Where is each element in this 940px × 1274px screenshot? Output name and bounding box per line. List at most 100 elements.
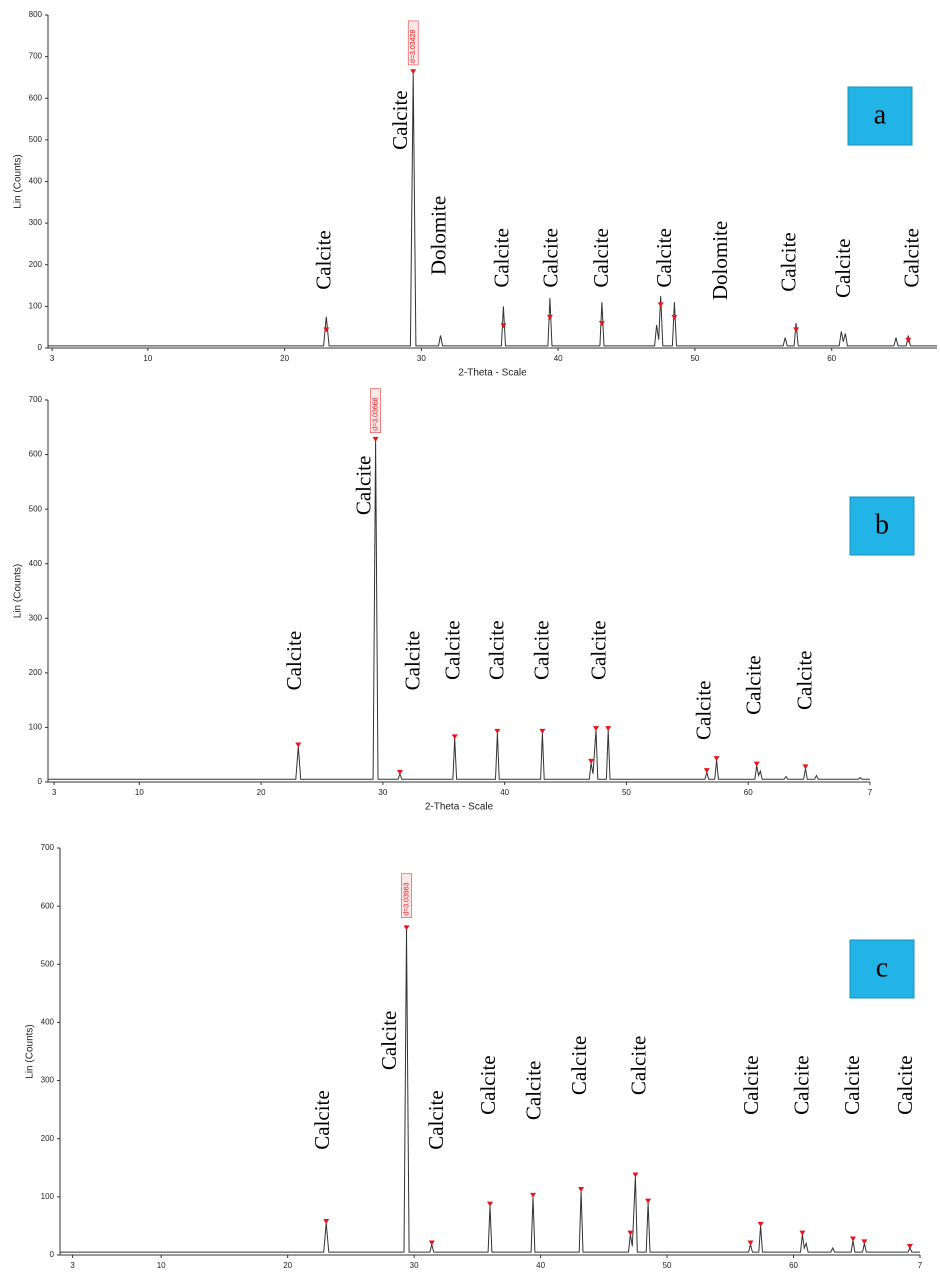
peak-marker <box>671 314 678 320</box>
x-tick-label: 10 <box>157 1261 166 1270</box>
phase-label: Calcite <box>489 228 513 287</box>
y-axis-title: Lin (Counts) <box>13 154 24 208</box>
peak-marker <box>802 764 809 770</box>
y-tick-label: 500 <box>29 135 43 144</box>
peak-marker <box>713 756 720 762</box>
x-tick-label: 50 <box>663 1261 672 1270</box>
phase-label: Calcite <box>741 655 765 714</box>
peak-marker <box>657 302 664 308</box>
peak-marker <box>451 734 458 740</box>
phase-label: Calcite <box>388 90 412 149</box>
phase-label: Dolomite <box>426 196 450 275</box>
peak-marker <box>295 742 302 748</box>
y-tick-label: 100 <box>29 301 43 310</box>
x-tick-label: 7 <box>918 1261 923 1270</box>
panel-letter: c <box>876 952 888 983</box>
phase-label: Calcite <box>893 1055 917 1114</box>
peak-marker <box>578 1187 585 1193</box>
peak-marker <box>753 761 760 767</box>
y-tick-label: 500 <box>29 504 43 513</box>
panel-letter: b <box>875 509 889 540</box>
x-tick-label: 20 <box>280 354 289 363</box>
phase-label: Calcite <box>476 1055 500 1114</box>
x-axis-title: 2-Theta - Scale <box>425 802 494 813</box>
y-tick-label: 700 <box>29 395 43 404</box>
peak-marker <box>323 327 330 333</box>
peak-marker <box>323 1219 330 1225</box>
y-tick-label: 400 <box>41 1018 55 1027</box>
peak-marker <box>861 1239 868 1245</box>
peak-label-box <box>401 873 412 919</box>
phase-label: Calcite <box>352 456 376 515</box>
x-axis-title: 2-Theta - Scale <box>458 368 527 379</box>
x-tick-label: 3 <box>70 1261 75 1270</box>
phase-label: Calcite <box>789 1055 813 1114</box>
phase-label: Calcite <box>521 1061 545 1120</box>
peak-marker <box>494 728 501 734</box>
y-tick-label: 300 <box>29 613 43 622</box>
peak-label: d=3.03428 <box>410 30 417 63</box>
peak-marker <box>403 925 410 931</box>
y-tick-label: 0 <box>50 1250 55 1259</box>
x-tick-label: 60 <box>744 788 753 797</box>
peak-label: d=3.03963 <box>403 882 410 915</box>
phase-label: Calcite <box>589 228 613 287</box>
x-tick-label: 30 <box>410 1261 419 1270</box>
panel-box <box>847 86 913 146</box>
y-tick-label: 600 <box>41 901 55 910</box>
panel-letter: a <box>874 99 887 130</box>
x-tick-label: 40 <box>536 1261 545 1270</box>
phase-label: Calcite <box>739 1055 763 1114</box>
peak-label-box <box>407 20 419 66</box>
peak-marker <box>757 1221 764 1227</box>
phase-label: Calcite <box>567 1036 591 1095</box>
xrd-trace <box>48 440 870 780</box>
y-tick-label: 700 <box>41 843 55 852</box>
peak-marker <box>703 768 710 774</box>
peak-marker <box>487 1201 493 1207</box>
x-tick-label: 40 <box>500 788 509 797</box>
x-tick-label: 60 <box>827 354 836 363</box>
phase-label: Calcite <box>626 1036 650 1095</box>
phase-label: Calcite <box>691 680 715 739</box>
phase-label: Calcite <box>400 631 424 690</box>
x-tick-label: 7 <box>868 788 873 797</box>
y-tick-label: 700 <box>29 52 43 61</box>
x-tick-label: 20 <box>283 1261 292 1270</box>
peak-marker <box>588 758 595 764</box>
xrd-trace <box>48 73 937 347</box>
y-tick-label: 100 <box>29 723 43 732</box>
peak-marker <box>906 1244 913 1250</box>
y-tick-label: 600 <box>29 450 43 459</box>
x-tick-label: 3 <box>50 354 55 363</box>
x-tick-label: 10 <box>143 354 152 363</box>
y-tick-label: 200 <box>41 1134 55 1143</box>
peak-marker <box>799 1230 806 1236</box>
peak-marker <box>905 337 912 343</box>
y-axis-title: Lin (Counts) <box>25 1024 36 1078</box>
phase-label: Calcite <box>310 1090 334 1149</box>
phase-label: Calcite <box>484 620 508 679</box>
x-tick-label: 30 <box>378 788 387 797</box>
y-tick-label: 0 <box>38 343 43 352</box>
y-tick-label: 100 <box>41 1192 55 1201</box>
peak-marker <box>747 1240 754 1246</box>
phase-label: Calcite <box>441 620 465 679</box>
x-tick-label: 60 <box>789 1261 798 1270</box>
peak-marker <box>598 321 605 327</box>
peak-marker <box>627 1230 634 1236</box>
phase-label: Calcite <box>652 228 676 287</box>
peak-marker <box>500 323 507 329</box>
y-tick-label: 300 <box>41 1076 55 1085</box>
peak-marker <box>793 327 800 333</box>
phase-label: Calcite <box>529 620 553 679</box>
peak-label: d=3.03668 <box>372 397 379 430</box>
x-tick-label: 50 <box>690 354 699 363</box>
y-tick-label: 200 <box>29 260 43 269</box>
phase-label: Calcite <box>840 1055 864 1114</box>
phase-label: Calcite <box>900 228 924 287</box>
phase-label: Calcite <box>282 631 306 690</box>
phase-label: Calcite <box>424 1090 448 1149</box>
peak-label-box <box>370 388 381 433</box>
